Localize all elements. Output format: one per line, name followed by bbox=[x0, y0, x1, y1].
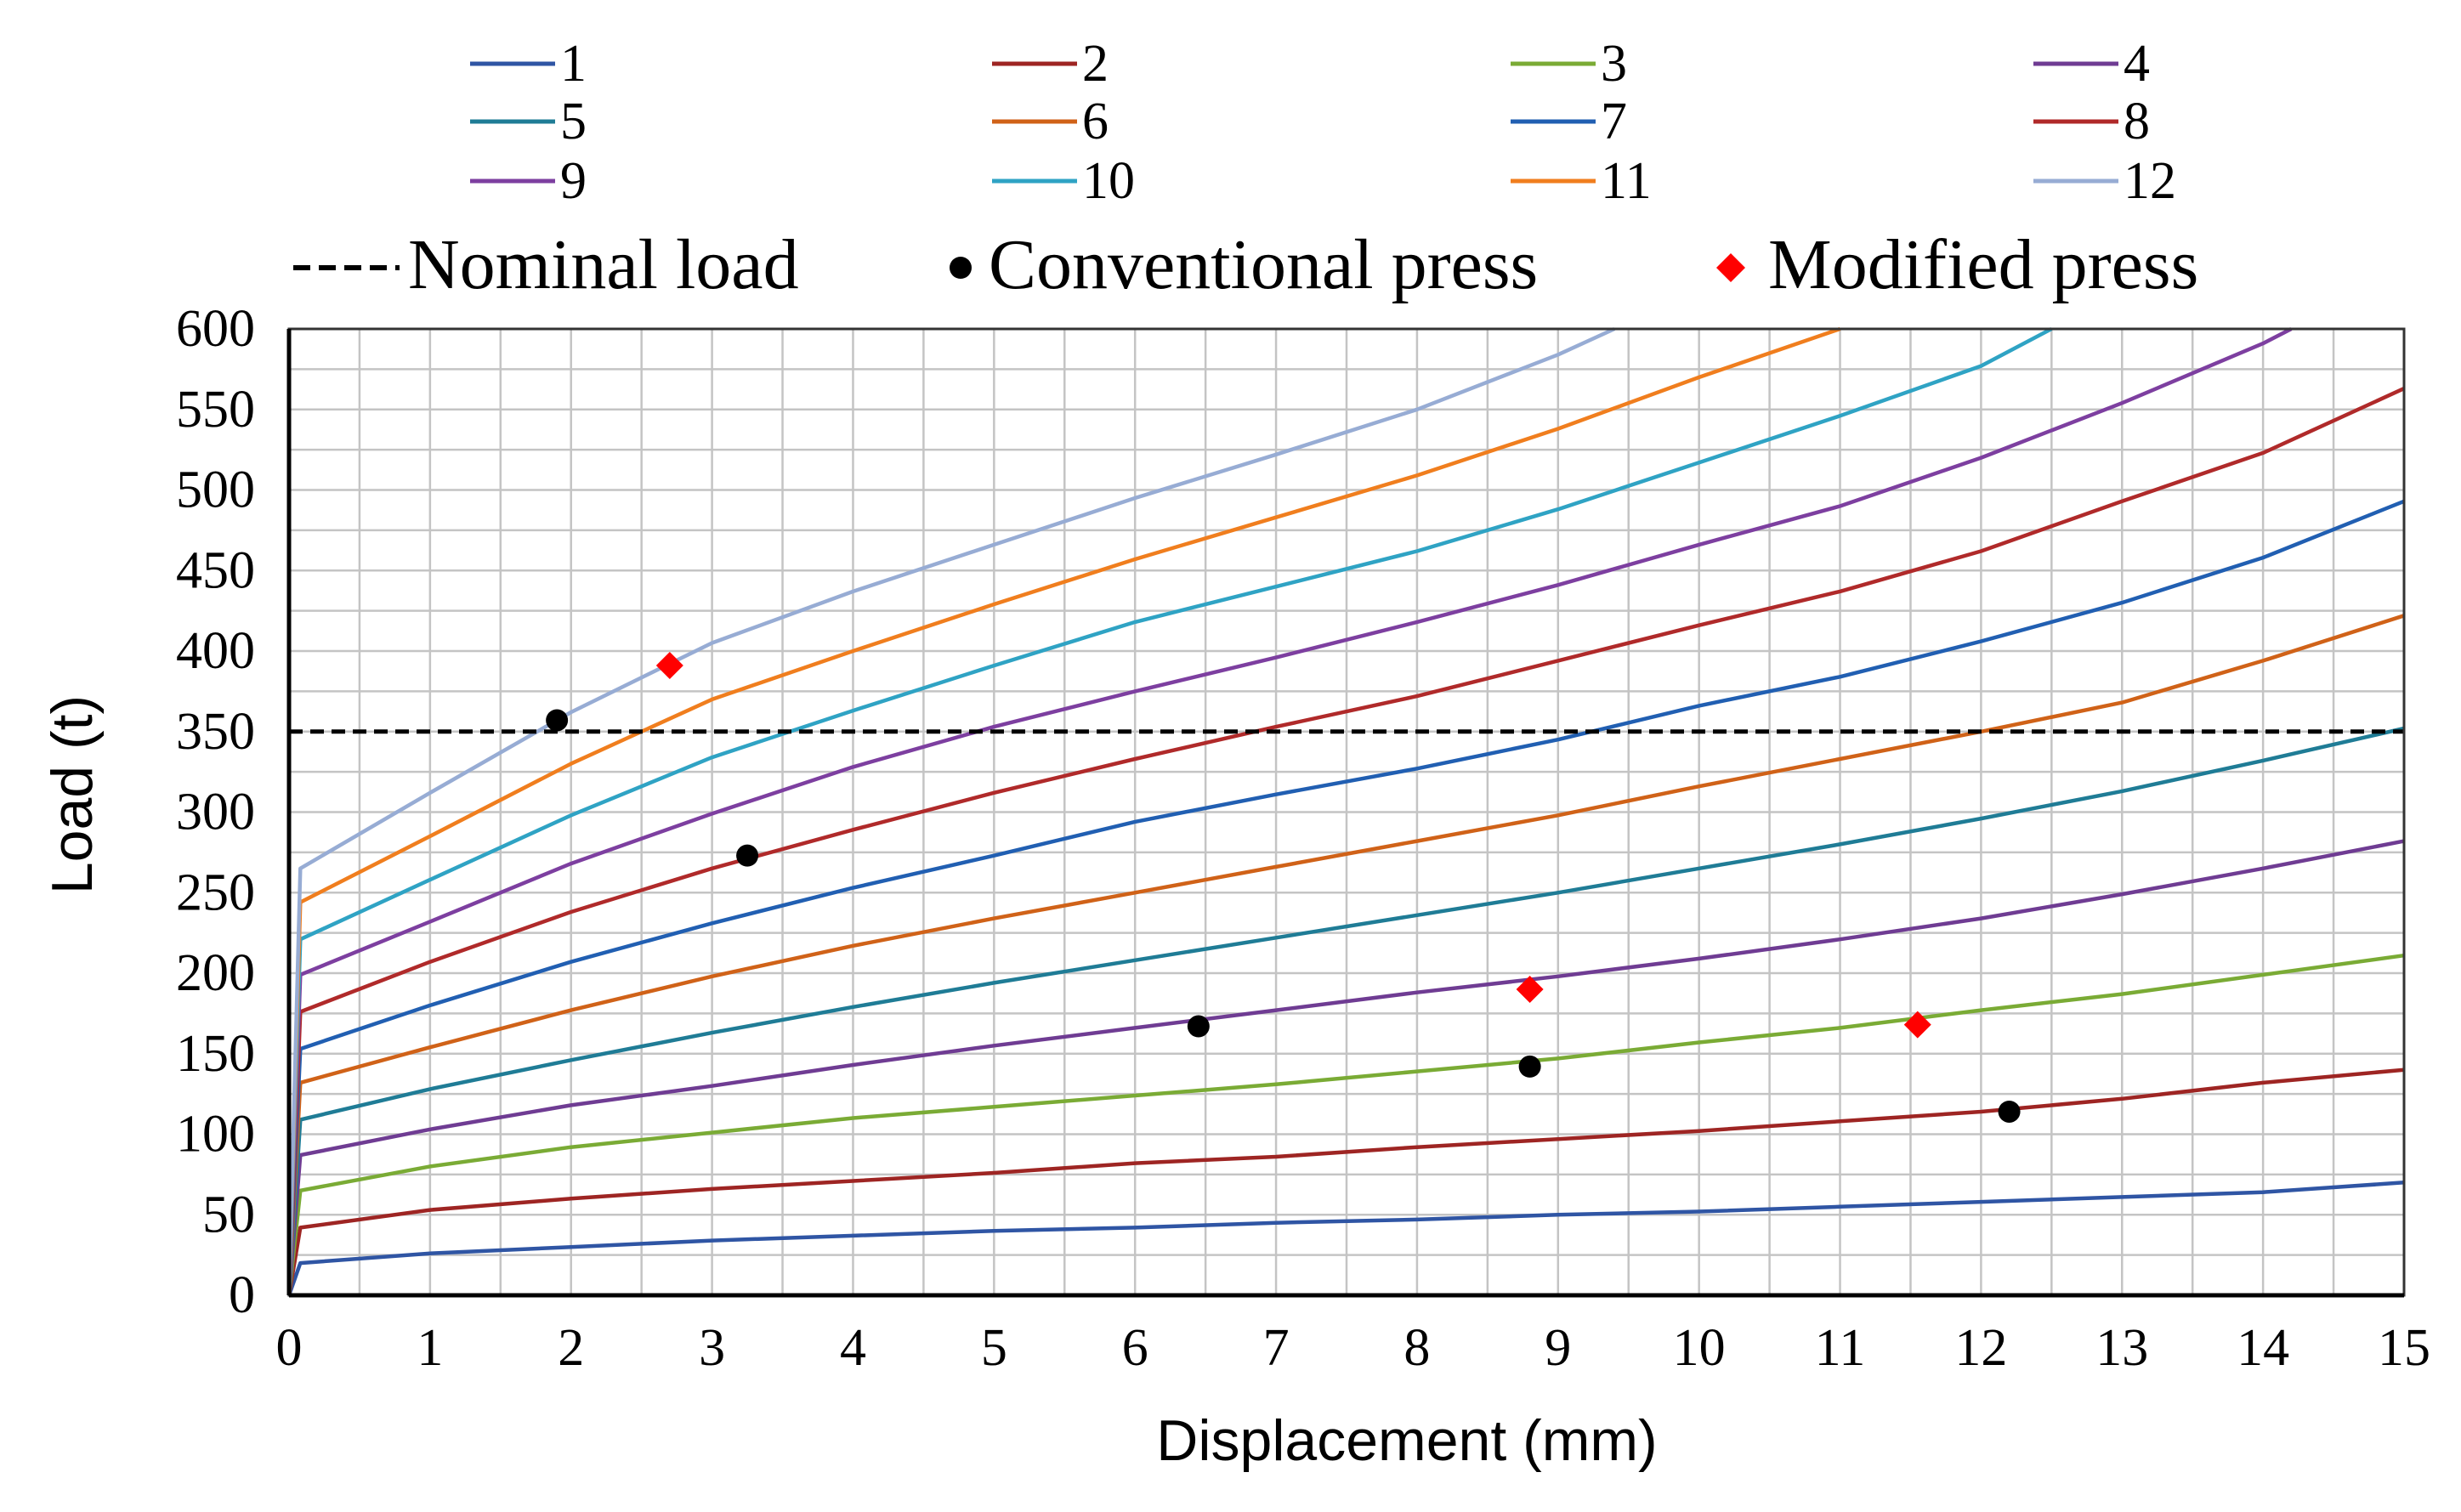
y-tick-label: 50 bbox=[202, 1186, 255, 1243]
y-tick-label: 200 bbox=[176, 944, 255, 1002]
y-tick-label: 550 bbox=[176, 381, 255, 439]
y-tick-label: 0 bbox=[229, 1266, 255, 1324]
conventional-press-point bbox=[1998, 1100, 2021, 1123]
y-axis-title: Load (t) bbox=[40, 695, 105, 894]
series-line-9 bbox=[286, 326, 2293, 1296]
series-line-5 bbox=[286, 726, 2405, 1296]
legend-label-4: 4 bbox=[2124, 35, 2150, 93]
series-line-10 bbox=[286, 327, 2053, 1296]
x-tick-label: 0 bbox=[276, 1319, 303, 1377]
legend-label-conventional-press: Conventional press bbox=[989, 225, 1538, 304]
legend-label-10: 10 bbox=[1082, 152, 1135, 210]
series-line-11 bbox=[286, 326, 1841, 1296]
series-line-6 bbox=[286, 614, 2405, 1296]
x-tick-label: 10 bbox=[1673, 1319, 1726, 1377]
legend-swatch-conventional-press bbox=[950, 257, 972, 279]
x-tick-label: 11 bbox=[1815, 1319, 1866, 1377]
legend-label-7: 7 bbox=[1601, 93, 1627, 150]
x-tick-label: 13 bbox=[2095, 1319, 2148, 1377]
x-tick-label: 1 bbox=[417, 1319, 443, 1377]
modified-press-point bbox=[1516, 975, 1544, 1003]
legend-label-6: 6 bbox=[1082, 93, 1109, 150]
x-tick-label: 5 bbox=[981, 1319, 1007, 1377]
x-tick-label: 9 bbox=[1545, 1319, 1571, 1377]
series-line-12 bbox=[286, 326, 1616, 1296]
marker-layer bbox=[546, 652, 2021, 1123]
y-tick-label: 450 bbox=[176, 541, 255, 599]
y-tick-label: 150 bbox=[176, 1025, 255, 1083]
x-tick-label: 12 bbox=[1954, 1319, 2007, 1377]
conventional-press-point bbox=[1518, 1055, 1541, 1078]
legend-label-5: 5 bbox=[560, 93, 587, 150]
legend-label-12: 12 bbox=[2124, 152, 2176, 210]
series-line-1 bbox=[286, 1181, 2405, 1296]
legend-label-1: 1 bbox=[560, 35, 587, 93]
axes: 0 1 2 3 4 5 6 7 8 9 10 11 12 13 14 15050100150200250300… bbox=[176, 300, 2430, 1377]
modified-press-point bbox=[655, 652, 683, 680]
x-axis-title: Displacement (mm) bbox=[1156, 1408, 1657, 1473]
legend-label-8: 8 bbox=[2124, 93, 2150, 150]
series-line-4 bbox=[286, 839, 2405, 1296]
x-tick-label: 4 bbox=[840, 1319, 866, 1377]
x-tick-label: 7 bbox=[1263, 1319, 1290, 1377]
y-tick-label: 100 bbox=[176, 1106, 255, 1164]
y-tick-label: 350 bbox=[176, 703, 255, 761]
series-layer bbox=[286, 326, 2405, 1296]
y-tick-label: 250 bbox=[176, 864, 255, 921]
conventional-press-point bbox=[1187, 1015, 1210, 1038]
series-line-7 bbox=[286, 499, 2405, 1296]
x-tick-label: 6 bbox=[1122, 1319, 1148, 1377]
legend-label-nominal-load: Nominal load bbox=[408, 225, 799, 304]
y-tick-label: 600 bbox=[176, 300, 255, 358]
conventional-press-point bbox=[546, 709, 569, 732]
series-line-3 bbox=[286, 953, 2405, 1296]
series-line-8 bbox=[286, 387, 2405, 1296]
legend-label-3: 3 bbox=[1601, 35, 1627, 93]
legend-swatch-modified-press bbox=[1716, 253, 1745, 282]
x-tick-label: 15 bbox=[2378, 1319, 2430, 1377]
legend-label-11: 11 bbox=[1601, 152, 1652, 210]
series-line-2 bbox=[286, 1067, 2405, 1296]
y-tick-label: 400 bbox=[176, 622, 255, 680]
modified-press-point bbox=[1903, 1011, 1931, 1039]
y-tick-label: 300 bbox=[176, 784, 255, 841]
x-tick-label: 2 bbox=[558, 1319, 584, 1377]
x-tick-label: 8 bbox=[1403, 1319, 1430, 1377]
conventional-press-point bbox=[736, 844, 759, 867]
legend-label-9: 9 bbox=[560, 152, 587, 210]
x-tick-label: 14 bbox=[2237, 1319, 2289, 1377]
legend-label-2: 2 bbox=[1082, 35, 1109, 93]
legend-label-modified-press: Modified press bbox=[1768, 225, 2198, 304]
y-tick-label: 500 bbox=[176, 462, 255, 519]
x-tick-label: 3 bbox=[699, 1319, 725, 1377]
